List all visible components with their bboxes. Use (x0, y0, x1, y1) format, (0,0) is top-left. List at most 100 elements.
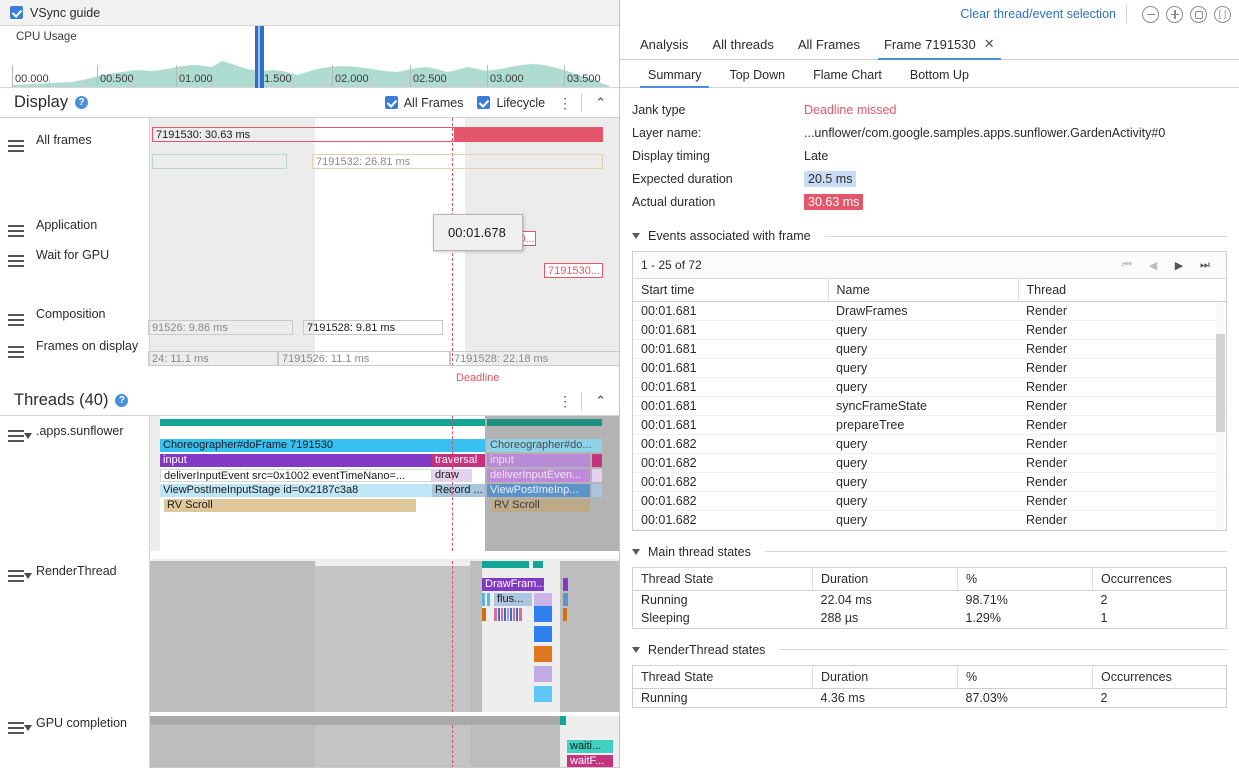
display-collapse-icon[interactable]: ⌃ (595, 94, 606, 110)
help-icon[interactable]: ? (115, 394, 129, 407)
thread-group-gpu-completion[interactable]: GPU completion (36, 716, 128, 730)
expand-caret-icon[interactable] (24, 573, 32, 579)
table-row[interactable]: 00:01.682 query Render (633, 434, 1226, 454)
subtab-bottom-up[interactable]: Bottom Up (909, 68, 969, 82)
tab-all-threads[interactable]: All threads (700, 37, 785, 59)
tab-frame-7191530[interactable]: Frame 7191530 ✕ (872, 36, 1007, 60)
table-row[interactable]: 00:01.681 DrawFrames Render (633, 301, 1226, 321)
drag-handle-icon[interactable] (8, 722, 24, 734)
close-icon[interactable]: ✕ (983, 36, 995, 51)
events-col-start-time[interactable]: Start time (633, 279, 829, 302)
drag-handle-icon[interactable] (8, 570, 24, 582)
col-occurrences[interactable]: Occurrences (1092, 665, 1227, 689)
fit-selection-icon[interactable]: [ ] (1214, 5, 1231, 23)
first-page-icon[interactable]: ⏮ (1122, 258, 1132, 271)
reset-zoom-icon[interactable] (1190, 5, 1207, 23)
slice-rv-scroll-next[interactable]: RV Scroll (491, 499, 590, 512)
slice-waitfence[interactable]: waitF... (567, 755, 613, 768)
table-row[interactable]: 00:01.682 query Render (633, 510, 1226, 530)
slice-traversal[interactable]: traversal (432, 454, 485, 467)
events-rows-viewport[interactable]: 00:01.681 DrawFrames Render 00:01.681 query R… (633, 301, 1226, 530)
all-frames-checkbox[interactable] (384, 96, 398, 109)
frame-bar-lifecycle-prev[interactable] (152, 154, 287, 169)
lifecycle-toggle[interactable]: Lifecycle (477, 96, 545, 110)
col-occurrences[interactable]: Occurrences (1092, 567, 1227, 591)
thread-lanes[interactable]: Choreographer#doFrame 7191530 Choreograp… (150, 416, 619, 768)
drag-handle-icon[interactable] (8, 255, 24, 267)
slice-deliverinputevent-next[interactable]: deliverInputEven... (487, 469, 590, 482)
frame-bar-composition-prev[interactable]: 91526: 9.86 ms (148, 320, 293, 335)
col-thread-state[interactable]: Thread State (632, 665, 813, 689)
help-icon[interactable]: ? (75, 96, 89, 109)
frame-bar-wait-for-gpu[interactable]: 7191530... (544, 263, 603, 278)
events-col-thread[interactable]: Thread (1018, 279, 1226, 302)
subtab-summary[interactable]: Summary (634, 68, 715, 88)
frame-bar-all-frames[interactable]: 7191530: 30.63 ms (152, 127, 455, 142)
clear-thread-event-selection-link[interactable]: Clear thread/event selection (960, 7, 1116, 21)
slice-viewpostime-next[interactable]: ViewPostImeInp... (487, 484, 590, 497)
col-percent[interactable]: % (957, 567, 1093, 591)
zoom-out-icon[interactable] (1142, 5, 1159, 23)
frame-bar-on-display-b[interactable]: 7191526: 11.1 ms (278, 351, 450, 366)
expand-caret-icon[interactable] (24, 433, 32, 439)
table-row[interactable]: Running 22.04 ms 98.71% 2 (633, 590, 1227, 609)
table-row[interactable]: 00:01.682 query Render (633, 472, 1226, 492)
table-row[interactable]: 00:01.681 prepareTree Render (633, 415, 1226, 435)
frame-bar-on-display-a[interactable]: 24: 11.1 ms (148, 351, 278, 366)
slice-drawframes[interactable]: DrawFram... (482, 578, 544, 591)
table-row[interactable]: 00:01.681 query Render (633, 377, 1226, 397)
events-scrollbar[interactable] (1216, 301, 1225, 530)
slice-viewpostimeinputstage[interactable]: ViewPostImeInputStage id=0x2187c3a8 (160, 484, 432, 497)
table-row[interactable]: 00:01.681 query Render (633, 339, 1226, 359)
vsync-guide-checkbox[interactable] (10, 6, 23, 19)
frame-bar-next[interactable]: 7191532: 26.81 ms (312, 154, 603, 169)
slice-waiting[interactable]: waiti... (567, 740, 613, 753)
all-frames-toggle[interactable]: All Frames (384, 96, 463, 110)
slice-flush[interactable]: flus... (494, 593, 532, 606)
col-percent[interactable]: % (957, 665, 1093, 689)
display-more-menu-icon[interactable]: ⋮ (558, 94, 573, 111)
table-row[interactable]: 00:01.682 query Render (633, 491, 1226, 511)
slice-deliverinputevent[interactable]: deliverInputEvent src=0x1002 eventTimeNa… (160, 469, 432, 482)
prev-page-icon[interactable]: ◀ (1148, 259, 1158, 272)
timeline-selection-marker[interactable] (255, 26, 264, 88)
frame-bar-jank-overrun[interactable] (455, 127, 603, 142)
slice-choreographer-doframe[interactable]: Choreographer#doFrame 7191530 (160, 439, 485, 452)
next-page-icon[interactable]: ▶ (1174, 259, 1184, 272)
lifecycle-checkbox[interactable] (477, 96, 491, 109)
col-duration[interactable]: Duration (812, 567, 958, 591)
slice-rv-scroll[interactable]: RV Scroll (164, 499, 416, 512)
last-page-icon[interactable]: ⏭ (1200, 258, 1210, 271)
events-section-header[interactable]: Events associated with frame (632, 229, 1227, 243)
frame-bar-composition-current[interactable]: 7191528: 9.81 ms (303, 320, 443, 335)
subtab-flame-chart[interactable]: Flame Chart (813, 68, 882, 82)
thread-group-sunflower[interactable]: .apps.sunflower (36, 424, 124, 438)
col-duration[interactable]: Duration (812, 665, 958, 689)
tab-analysis[interactable]: Analysis (628, 37, 700, 59)
thread-group-renderthread[interactable]: RenderThread (36, 564, 117, 578)
expand-caret-icon[interactable] (24, 725, 32, 731)
table-row[interactable]: Sleeping 288 µs 1.29% 1 (633, 609, 1227, 628)
main-thread-states-header[interactable]: Main thread states (632, 545, 1227, 559)
slice-input-next[interactable]: input (487, 454, 590, 467)
render-thread-states-header[interactable]: RenderThread states (632, 643, 1227, 657)
table-row[interactable]: Running 4.36 ms 87.03% 2 (633, 688, 1227, 707)
tab-all-frames[interactable]: All Frames (786, 37, 872, 59)
table-row[interactable]: 00:01.682 query Render (633, 453, 1226, 473)
table-row[interactable]: 00:01.681 syncFrameState Render (633, 396, 1226, 416)
frame-bar-on-display-c[interactable]: 7191528: 22.18 ms (450, 351, 619, 366)
events-col-name[interactable]: Name (828, 279, 1019, 302)
subtab-top-down[interactable]: Top Down (729, 68, 786, 82)
drag-handle-icon[interactable] (8, 225, 24, 237)
drag-handle-icon[interactable] (8, 314, 24, 326)
threads-more-menu-icon[interactable]: ⋮ (558, 392, 573, 409)
slice-input[interactable]: input (160, 454, 432, 467)
threads-collapse-icon[interactable]: ⌃ (595, 392, 606, 408)
cpu-usage-chart[interactable]: CPU Usage 00.000 00.500 01.000 01.500 02… (0, 26, 619, 88)
collapse-caret-icon[interactable] (632, 233, 640, 239)
drag-handle-icon[interactable] (8, 430, 24, 442)
collapse-caret-icon[interactable] (632, 548, 640, 555)
col-thread-state[interactable]: Thread State (632, 567, 813, 591)
drag-handle-icon[interactable] (8, 140, 24, 152)
slice-choreographer-next[interactable]: Choreographer#do... (487, 439, 602, 452)
